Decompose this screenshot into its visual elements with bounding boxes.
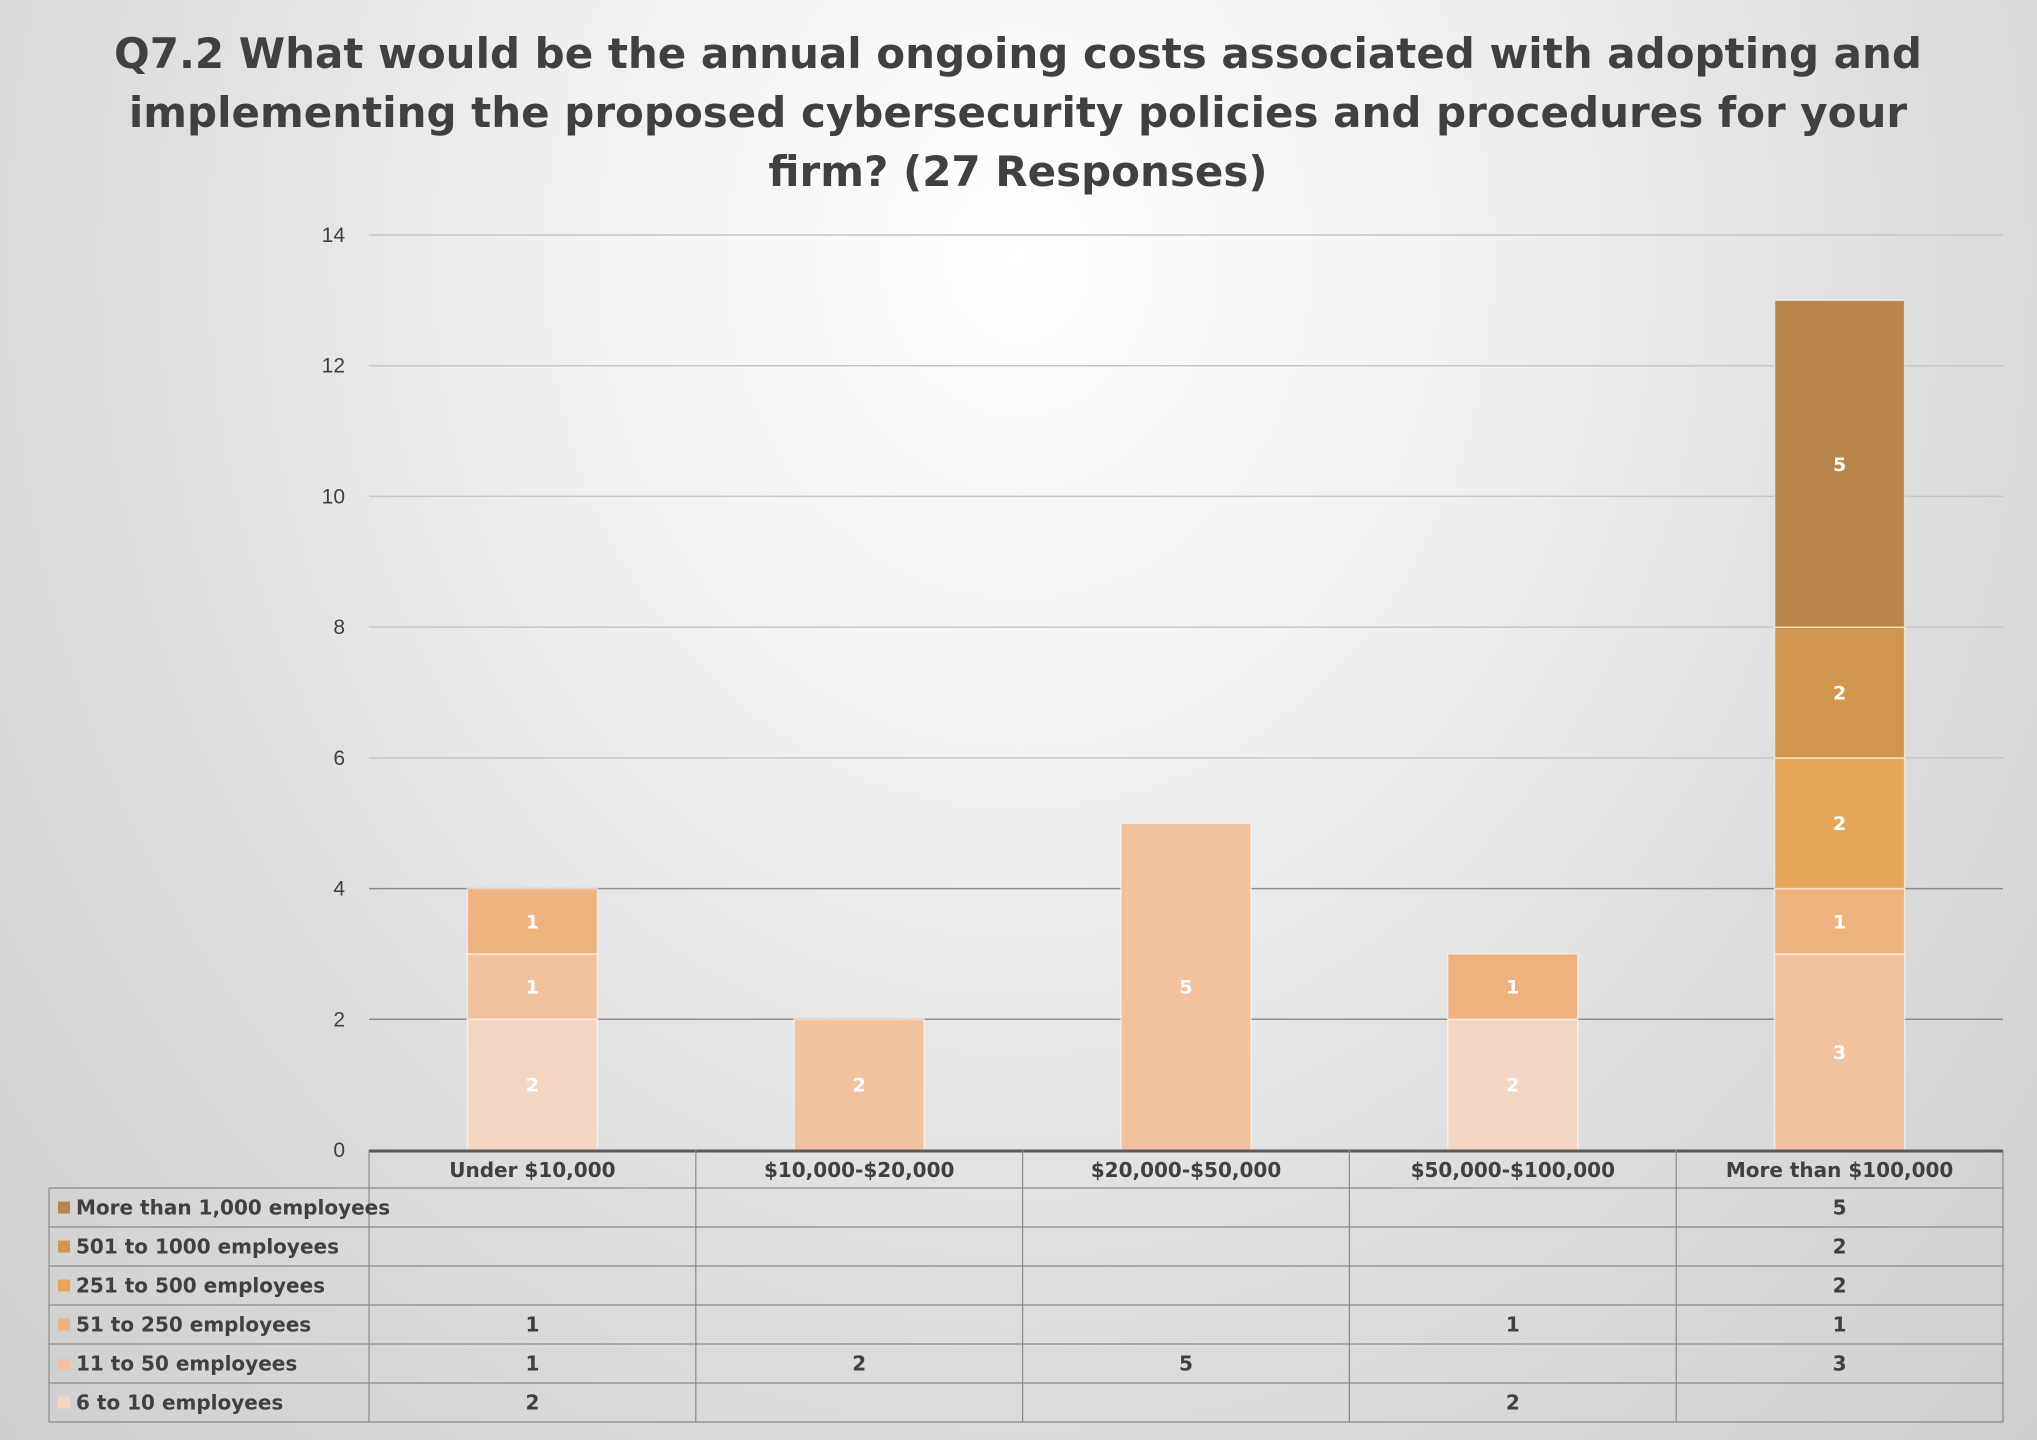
table-cell-value: 2 [1506,1391,1520,1415]
bar-segment-11-to-50-employees [466,953,599,1021]
bar-segment-501-to-1000-employees [1773,626,1906,759]
y-tick-label: 6 [333,747,345,770]
y-tick-label: 12 [322,355,345,378]
legend-key-251-to-500-employees [58,1279,70,1292]
table-cell-value: 3 [1833,1352,1847,1376]
chart-title-line-1: Q7.2 What would be the annual ongoing co… [114,29,1922,78]
bar-data-label: 2 [1833,683,1846,705]
table-cell-value: 2 [1833,1235,1847,1259]
legend-row-label: 51 to 250 employees [76,1313,311,1337]
chart-title-line-2: implementing the proposed cybersecurity … [129,88,1908,137]
x-category-label: More than $100,000 [1726,1158,1954,1182]
y-axis-ticks: 0 2 4 6 8 10 12 14 [322,224,346,1162]
legend-key-6-to-10-employees [58,1396,70,1409]
x-category-label: Under $10,000 [449,1158,615,1182]
legend-row-label: 11 to 50 employees [76,1352,297,1376]
x-category-label: $20,000-$50,000 [1091,1158,1282,1182]
bar-segment-6-to-10-employees [1447,1018,1579,1151]
legend-key-more-than-1-000-employees [58,1201,70,1214]
bar-data-label: 1 [1833,911,1846,933]
y-tick-label: 4 [333,878,345,901]
table-cell-value: 1 [1833,1313,1847,1337]
bar-data-label: 1 [526,911,539,933]
table-cell-value: 2 [1833,1274,1847,1298]
legend-row-label: More than 1,000 employees [76,1196,390,1220]
bar-segment-51-to-250-employees [466,887,599,955]
bar-segment-11-to-50-employees [1120,822,1252,1151]
legend-key-51-to-250-employees [58,1318,70,1331]
legend-row-label: 6 to 10 employees [76,1391,283,1415]
data-table: Under $10,000 $10,000-$20,000 $20,000-$50,… [48,1150,2004,1423]
bar-data-label: 1 [1506,977,1519,999]
legend-row-label: 251 to 500 employees [76,1274,325,1298]
table-cell-value: 5 [1179,1352,1193,1376]
gridlines [369,234,2003,1021]
bar-segment-51-to-250-employees [1773,887,1906,955]
bar-data-label: 2 [1506,1075,1519,1097]
table-cell-value: 2 [852,1352,866,1376]
chart-title-line-3: firm? (27 Responses) [768,147,1267,196]
bar-data-label: 2 [526,1075,539,1097]
bar-data-label: 5 [1179,977,1192,999]
legend-row-label: 501 to 1000 employees [76,1235,339,1259]
table-cell-value: 1 [1506,1313,1520,1337]
bar-data-label: 2 [1833,813,1846,835]
bar-data-label: 1 [526,977,539,999]
bar-segment-251-to-500-employees [1773,757,1906,890]
table-cell-value: 5 [1833,1196,1847,1220]
bar-data-label: 3 [1833,1042,1846,1064]
y-tick-label: 14 [322,224,346,247]
y-tick-label: 2 [333,1008,345,1031]
bar-data-label: 2 [853,1075,866,1097]
bar-segment-51-to-250-employees [1447,953,1579,1021]
x-category-label: $10,000-$20,000 [764,1158,955,1182]
legend-key-501-to-1000-employees [58,1240,70,1253]
bar-segment-11-to-50-employees [1773,953,1906,1151]
table-cell-value: 1 [525,1313,539,1337]
bar-segment-more-than-1-000-employees [1773,299,1906,628]
bars: 2 1 1 2 5 2 1 3 1 2 2 5 [369,299,2003,1153]
bar-segment-11-to-50-employees [793,1018,925,1151]
x-category-label: $50,000-$100,000 [1411,1158,1615,1182]
y-tick-label: 10 [322,485,345,508]
y-tick-label: 8 [333,616,345,639]
y-tick-label: 0 [333,1139,345,1162]
table-cell-value: 1 [525,1352,539,1376]
table-cell-value: 2 [525,1391,539,1415]
bar-data-label: 5 [1833,454,1846,476]
legend-key-11-to-50-employees [58,1357,70,1370]
